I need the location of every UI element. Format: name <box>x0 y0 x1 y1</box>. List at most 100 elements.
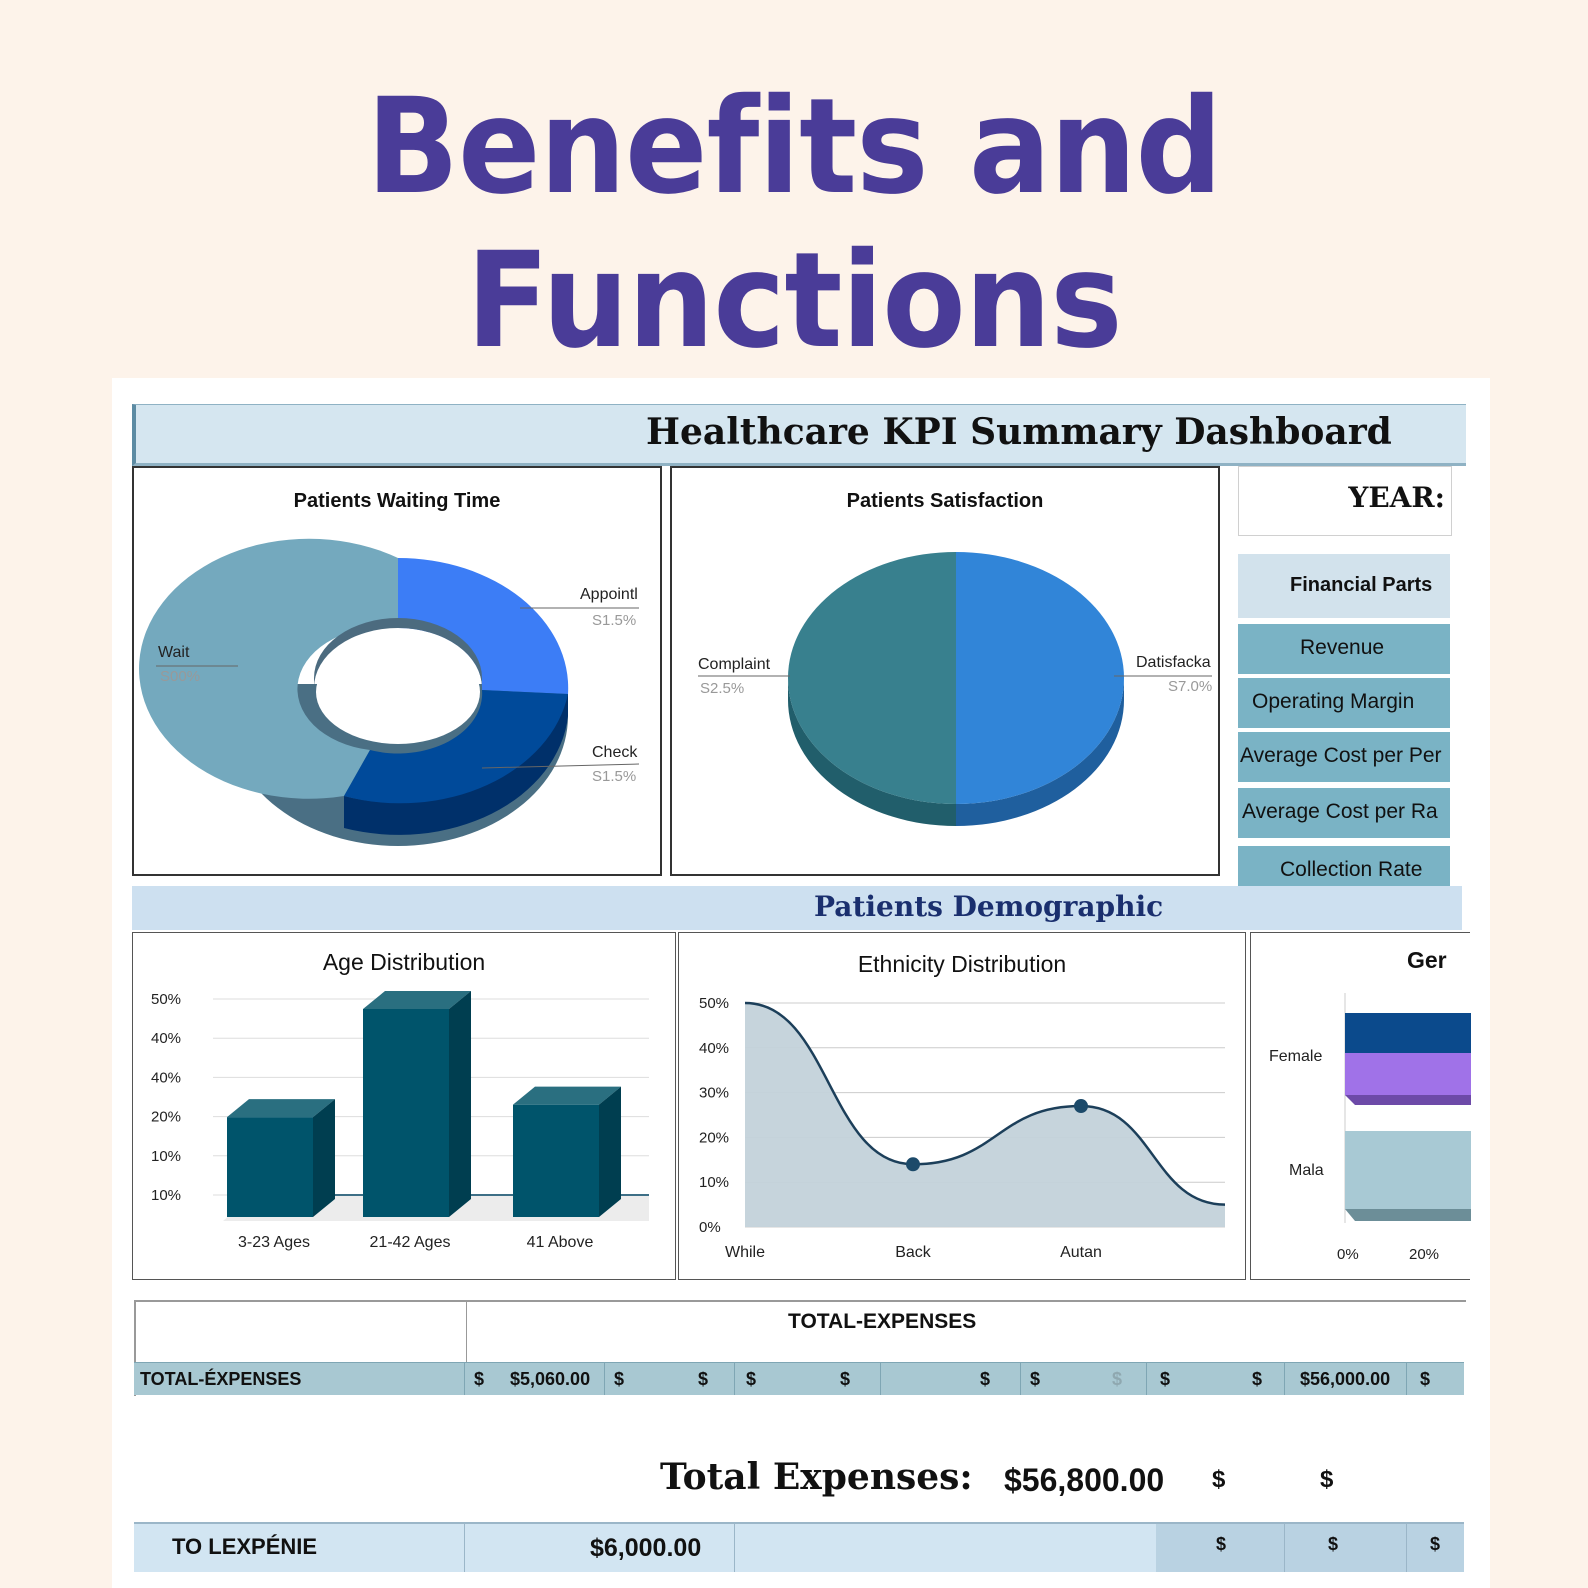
donut-hole <box>316 640 480 744</box>
financial-item-label: Average Cost per Per <box>1240 744 1442 767</box>
eth-line <box>744 1001 1226 1206</box>
gender-x-tick: 0% <box>1337 1246 1359 1263</box>
expense-cell: $ <box>614 1369 625 1389</box>
age-y-tick: 50% <box>151 991 181 1008</box>
eth-x-label: While <box>725 1244 765 1261</box>
expense-cell: $ <box>1030 1369 1041 1389</box>
expense-cell: $ <box>980 1369 991 1389</box>
gender-chart: Female Mala 0% 20% <box>1269 993 1471 1263</box>
total-expenses-value: $56,800.00 <box>1004 1462 1165 1498</box>
expenses-row-label: TOTAL-ÉXPENSES <box>140 1369 302 1389</box>
ethnicity-panel: Ethnicity Distribution 50% 40% 30% 20% 10% 0%… <box>678 932 1246 1280</box>
age-y-tick: 40% <box>151 1069 181 1086</box>
dashboard-header: Healthcare KPI Summary Dashboard <box>132 404 1466 466</box>
label-appointl: Appointl <box>580 586 638 603</box>
financial-item-label: Average Cost per Ra <box>1242 800 1438 823</box>
ethnicity-title: Ethnicity Distribution <box>857 951 1067 977</box>
year-box[interactable]: YEAR: <box>1238 466 1452 536</box>
donut-slice-check <box>344 690 568 804</box>
age-x-label: 41 Above <box>527 1234 594 1251</box>
age-x-label: 3-23 Ages <box>238 1234 310 1251</box>
satisfaction-panel: Patients Satisfaction Datisfacka S7.0% C… <box>670 466 1220 876</box>
age-bar-top <box>513 1086 621 1105</box>
gender-bar-female-edge <box>1345 1095 1471 1105</box>
financial-item-label: Collection Rate <box>1280 858 1423 881</box>
satisfaction-pie <box>698 552 1212 826</box>
eth-y-tick: 30% <box>699 1085 729 1102</box>
label-wait: Wait <box>158 644 190 661</box>
expenses-table <box>134 1300 1466 1396</box>
ethnicity-chart: 50% 40% 30% 20% 10% 0%While Back Autan <box>699 995 1226 1261</box>
eth-y-tick: 50% <box>699 995 729 1012</box>
expenses-row: TOTAL-ÉXPENSES $ $5,060.00 $ $ $ $ $ $ $ $ $ $56,00… <box>134 1362 1464 1395</box>
gender-bar-female-b <box>1345 1053 1471 1095</box>
age-title: Age Distribution <box>322 949 486 975</box>
gender-bar-female-a <box>1345 1013 1471 1053</box>
donut-depth-check <box>344 684 568 835</box>
age-bar-side <box>313 1099 335 1217</box>
value-wait: S00% <box>160 668 201 685</box>
financial-header-label: Financial Parts <box>1290 574 1433 596</box>
gender-title: Ger <box>1407 947 1447 973</box>
waiting-time-panel: Patients Waiting Time Appointl S1.5% Che… <box>132 466 662 876</box>
total-dollar-2: $ <box>1320 1466 1334 1493</box>
eth-y-tick: 20% <box>699 1129 729 1146</box>
expense-cell: $ <box>474 1369 485 1389</box>
bottom-dollar-3: $ <box>1430 1534 1441 1554</box>
satisfaction-title: Patients Satisfaction <box>846 490 1044 512</box>
dashboard-sheet: Healthcare KPI Summary Dashboard Patient… <box>112 378 1490 1588</box>
expense-cell: $5,060.00 <box>510 1369 591 1389</box>
demographic-bar: Patients Demographic <box>132 886 1462 930</box>
financial-item-label: Revenue <box>1300 636 1385 659</box>
financial-header: Financial Parts <box>1238 554 1450 618</box>
age-y-tick: 10% <box>151 1148 181 1165</box>
financial-item-operating-margin[interactable]: Operating Margin <box>1238 676 1450 728</box>
page-title: Benefits and Functions <box>366 70 1222 378</box>
waiting-time-title: Patients Waiting Time <box>293 490 501 512</box>
label-datisfacka: Datisfacka <box>1136 654 1211 671</box>
pie-slice-complaint <box>788 552 956 804</box>
gender-x-tick: 20% <box>1409 1246 1439 1263</box>
expense-cell: $ <box>698 1369 709 1389</box>
gender-bar-mala <box>1345 1131 1471 1209</box>
demographic-title: Patients Demographic <box>814 890 1164 923</box>
bottom-dollar-1: $ <box>1216 1534 1227 1554</box>
expense-cell: $ <box>746 1369 757 1389</box>
waiting-time-donut <box>139 538 640 846</box>
gender-panel: Ger Female Mala 0% 20% <box>1250 932 1471 1280</box>
donut-slice-appointl <box>398 557 569 694</box>
financial-item-revenue[interactable]: Revenue <box>1238 622 1450 674</box>
gender-label-female: Female <box>1269 1048 1322 1065</box>
leader-check <box>481 763 640 769</box>
value-datisfacka: S7.0% <box>1168 678 1213 695</box>
expense-cell: $ <box>840 1369 851 1389</box>
age-bar <box>363 1009 449 1217</box>
financial-item-avg-cost-per-patient[interactable]: Average Cost per Per <box>1238 730 1450 782</box>
gender-bar-mala-edge <box>1345 1209 1471 1221</box>
age-bar <box>227 1117 313 1217</box>
expense-cell: $ <box>1252 1369 1263 1389</box>
label-check: Check <box>592 744 638 761</box>
total-expenses-label: Total Expenses: <box>660 1456 973 1498</box>
age-panel: Age Distribution 50% 40% 40% 20% 10% 10% 3-23 … <box>132 932 676 1280</box>
expense-cell: $ <box>1160 1369 1171 1389</box>
financial-item-avg-cost-per-ra[interactable]: Average Cost per Ra <box>1238 786 1450 838</box>
eth-x-label: Autan <box>1060 1244 1102 1261</box>
bottom-row-value: $6,000.00 <box>590 1534 702 1562</box>
donut-slice-wait <box>139 538 398 799</box>
value-complaint: S2.5% <box>700 680 745 697</box>
eth-y-tick: 0% <box>699 1219 721 1236</box>
eth-y-tick: 10% <box>699 1174 729 1191</box>
age-y-tick: 10% <box>151 1187 181 1204</box>
expense-cell: $ <box>1420 1369 1431 1389</box>
financial-item-label: Operating Margin <box>1252 690 1415 713</box>
value-appointl: S1.5% <box>592 612 637 629</box>
eth-marker <box>906 1157 920 1172</box>
pie-slice-datisfacka <box>956 552 1124 804</box>
pie-depth-right <box>956 678 1124 826</box>
age-bar-top <box>227 1099 335 1118</box>
age-bar <box>513 1104 599 1217</box>
total-dollar-1: $ <box>1212 1466 1226 1493</box>
age-y-tick: 40% <box>151 1030 181 1047</box>
donut-hole-wall <box>314 618 482 688</box>
